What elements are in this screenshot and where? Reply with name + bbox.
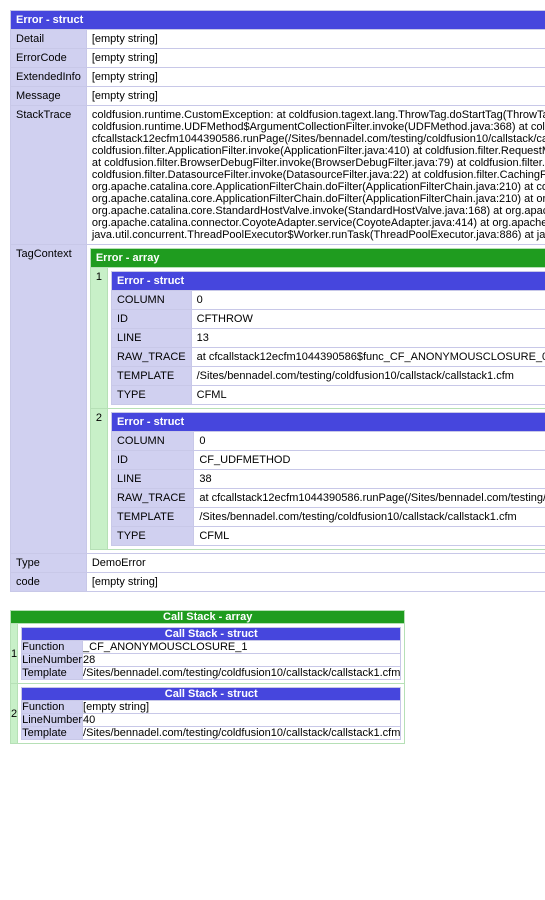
- cs2-template-val: /Sites/bennadel.com/testing/coldfusion10…: [83, 727, 401, 740]
- tc1-id-val: CFTHROW: [191, 310, 545, 329]
- tc2-type-key: TYPE: [111, 527, 193, 546]
- error-code-val: [empty string]: [86, 573, 545, 592]
- cs2-function-key: Function: [22, 701, 83, 714]
- error-code-key: code: [11, 573, 87, 592]
- tc2-type-val: CFML: [194, 527, 545, 546]
- callstack-idx-2: 2: [11, 684, 18, 744]
- tagcontext-struct-header-2: Error - struct: [111, 413, 545, 432]
- stacktrace-line: org.apache.catalina.connector.CoyoteAdap…: [92, 217, 545, 229]
- cs2-linenumber-val: 40: [83, 714, 401, 727]
- error-extendedinfo-val: [empty string]: [86, 68, 545, 87]
- tc2-rawtrace-key: RAW_TRACE: [111, 489, 193, 508]
- tagcontext-item-1: Error - struct COLUMN0 IDCFTHROW LINE13 …: [107, 268, 545, 409]
- error-type-key: Type: [11, 554, 87, 573]
- tc2-id-key: ID: [111, 451, 193, 470]
- tc2-id-val: CF_UDFMETHOD: [194, 451, 545, 470]
- stacktrace-line: cfcallstack12ecfm1044390586.runPage(/Sit…: [92, 133, 545, 145]
- tagcontext-array-table: Error - array 1 Error - struct COLUMN0 I…: [90, 248, 545, 550]
- error-detail-val: [empty string]: [86, 30, 545, 49]
- error-message-val: [empty string]: [86, 87, 545, 106]
- tc2-column-key: COLUMN: [111, 432, 193, 451]
- cs2-linenumber-key: LineNumber: [22, 714, 83, 727]
- error-type-val: DemoError: [86, 554, 545, 573]
- callstack-struct-2: Call Stack - struct Function[empty strin…: [21, 687, 401, 740]
- tagcontext-struct-header-1: Error - struct: [111, 272, 545, 291]
- error-message-key: Message: [11, 87, 87, 106]
- tagcontext-idx-1: 1: [90, 268, 107, 409]
- stacktrace-line: org.apache.catalina.core.ApplicationFilt…: [92, 181, 545, 193]
- tc1-id-key: ID: [111, 310, 191, 329]
- error-stacktrace-val: coldfusion.runtime.CustomException: at c…: [86, 106, 545, 245]
- tc2-line-key: LINE: [111, 470, 193, 489]
- tagcontext-struct-2: Error - struct COLUMN0 IDCF_UDFMETHOD LI…: [111, 412, 545, 546]
- tc1-type-val: CFML: [191, 386, 545, 405]
- error-errorcode-key: ErrorCode: [11, 49, 87, 68]
- stacktrace-line: coldfusion.filter.ApplicationFilter.invo…: [92, 145, 545, 157]
- tc2-template-val: /Sites/bennadel.com/testing/coldfusion10…: [194, 508, 545, 527]
- callstack-array-header: Call Stack - array: [11, 611, 405, 624]
- callstack-item-2: Call Stack - struct Function[empty strin…: [18, 684, 405, 744]
- tc1-line-val: 13: [191, 329, 545, 348]
- error-stacktrace-key: StackTrace: [11, 106, 87, 245]
- error-extendedinfo-key: ExtendedInfo: [11, 68, 87, 87]
- error-struct-table: Error - struct Detail [empty string] Err…: [10, 10, 545, 592]
- tc2-template-key: TEMPLATE: [111, 508, 193, 527]
- callstack-struct-1: Call Stack - struct Function_CF_ANONYMOU…: [21, 627, 401, 680]
- tc2-line-val: 38: [194, 470, 545, 489]
- tc1-type-key: TYPE: [111, 386, 191, 405]
- cs2-function-val: [empty string]: [83, 701, 401, 714]
- cs1-template-key: Template: [22, 667, 83, 680]
- error-detail-key: Detail: [11, 30, 87, 49]
- error-errorcode-val: [empty string]: [86, 49, 545, 68]
- cs1-function-key: Function: [22, 641, 83, 654]
- stacktrace-line: at coldfusion.filter.BrowserDebugFilter.…: [92, 157, 545, 169]
- error-tagcontext-val: Error - array 1 Error - struct COLUMN0 I…: [86, 245, 545, 554]
- stacktrace-line: coldfusion.runtime.CustomException: at c…: [92, 109, 545, 121]
- cs2-template-key: Template: [22, 727, 83, 740]
- stacktrace-line: org.apache.catalina.core.ApplicationFilt…: [92, 193, 545, 205]
- tc1-rawtrace-key: RAW_TRACE: [111, 348, 191, 367]
- callstack-item-1: Call Stack - struct Function_CF_ANONYMOU…: [18, 624, 405, 684]
- tc2-column-val: 0: [194, 432, 545, 451]
- callstack-struct-header-1: Call Stack - struct: [22, 628, 401, 641]
- callstack-struct-header-2: Call Stack - struct: [22, 688, 401, 701]
- cs1-linenumber-key: LineNumber: [22, 654, 83, 667]
- tc1-column-key: COLUMN: [111, 291, 191, 310]
- tagcontext-struct-1: Error - struct COLUMN0 IDCFTHROW LINE13 …: [111, 271, 545, 405]
- tc1-line-key: LINE: [111, 329, 191, 348]
- tc1-template-key: TEMPLATE: [111, 367, 191, 386]
- tagcontext-item-2: Error - struct COLUMN0 IDCF_UDFMETHOD LI…: [107, 409, 545, 550]
- cs1-template-val: /Sites/bennadel.com/testing/coldfusion10…: [83, 667, 401, 680]
- stacktrace-line: coldfusion.filter.DatasourceFilter.invok…: [92, 169, 545, 181]
- cs1-linenumber-val: 28: [83, 654, 401, 667]
- tc1-template-val: /Sites/bennadel.com/testing/coldfusion10…: [191, 367, 545, 386]
- tagcontext-idx-2: 2: [90, 409, 107, 550]
- stacktrace-line: java.util.concurrent.ThreadPoolExecutor$…: [92, 229, 545, 241]
- callstack-array-table: Call Stack - array 1 Call Stack - struct…: [10, 610, 405, 744]
- error-tagcontext-key: TagContext: [11, 245, 87, 554]
- tc2-rawtrace-val: at cfcallstack12ecfm1044390586.runPage(/…: [194, 489, 545, 508]
- callstack-idx-1: 1: [11, 624, 18, 684]
- tagcontext-array-header: Error - array: [90, 249, 545, 268]
- tc1-column-val: 0: [191, 291, 545, 310]
- error-struct-header: Error - struct: [11, 11, 545, 30]
- stacktrace-line: coldfusion.runtime.UDFMethod$ArgumentCol…: [92, 121, 545, 133]
- stacktrace-line: org.apache.catalina.core.StandardHostVal…: [92, 205, 545, 217]
- tc1-rawtrace-val: at cfcallstack12ecfm1044390586$func_CF_A…: [191, 348, 545, 367]
- cs1-function-val: _CF_ANONYMOUSCLOSURE_1: [83, 641, 401, 654]
